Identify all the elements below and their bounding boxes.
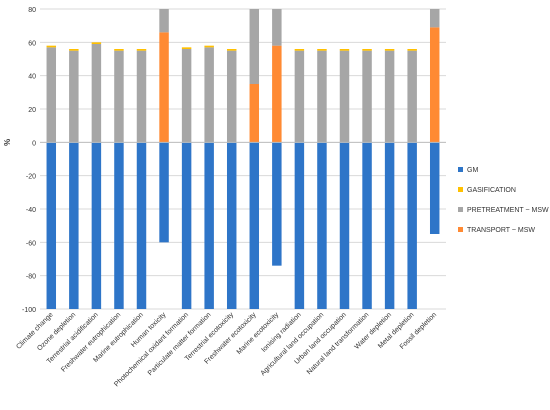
bar-gm xyxy=(294,142,305,309)
bar-pretreatment-msw xyxy=(46,47,57,143)
bar-pretreatment-msw xyxy=(272,9,282,46)
bar-gasification xyxy=(362,49,372,51)
bar-gasification xyxy=(407,49,417,51)
bar-gm xyxy=(91,142,102,309)
legend-label: PRETREATMENT ~ MSW xyxy=(467,207,549,214)
y-tick-label: 80 xyxy=(28,7,36,14)
legend: GM GASIFICATION PRETREATMENT ~ MSW TRANSPOR… xyxy=(458,167,549,234)
bar-gasification xyxy=(46,45,57,48)
bar-gasification xyxy=(91,42,102,44)
bar-gm xyxy=(46,142,57,309)
bar-gm xyxy=(181,142,192,309)
bar-pretreatment-msw xyxy=(114,50,124,143)
bar-transport-msw xyxy=(272,45,282,143)
bar-transport-msw xyxy=(429,27,440,143)
legend-swatch xyxy=(458,167,463,172)
bar-pretreatment-msw xyxy=(429,9,440,28)
bar-pretreatment-msw xyxy=(226,50,237,143)
bar-pretreatment-msw xyxy=(294,50,305,143)
bar-gasification xyxy=(204,45,214,48)
y-tick-label: 20 xyxy=(28,107,36,114)
x-tick-label: Marine ecotoxicity xyxy=(236,311,281,356)
y-tick-label: -20 xyxy=(26,174,36,181)
bar-pretreatment-msw xyxy=(407,50,417,143)
bar-gasification xyxy=(69,49,79,51)
legend-swatch xyxy=(458,187,463,192)
y-tick-label: -80 xyxy=(26,274,36,281)
legend-swatch xyxy=(458,207,463,212)
bar-gm xyxy=(407,142,417,309)
bar-pretreatment-msw xyxy=(69,50,79,143)
bar-gasification xyxy=(114,49,124,51)
bar-gasification xyxy=(294,49,305,51)
bar-pretreatment-msw xyxy=(181,49,192,143)
legend-label: GM xyxy=(467,167,478,174)
bar-gm xyxy=(317,142,327,309)
bar-gasification xyxy=(339,49,350,51)
bar-gm xyxy=(136,142,147,309)
bar-gm xyxy=(339,142,350,309)
bar-pretreatment-msw xyxy=(249,9,260,84)
bar-transport-msw xyxy=(249,84,260,143)
bar-gasification xyxy=(384,49,395,51)
bar-gm xyxy=(272,142,282,266)
bars xyxy=(46,9,440,309)
legend-label: GASIFICATION xyxy=(467,187,516,194)
bar-gm xyxy=(159,142,169,243)
bar-transport-msw xyxy=(159,32,169,143)
bar-gm xyxy=(384,142,395,309)
bar-pretreatment-msw xyxy=(159,9,169,33)
bar-gm xyxy=(69,142,79,309)
x-tick-label: Climate change xyxy=(15,311,54,350)
x-tick-label: Ionising radiation xyxy=(260,311,302,353)
bar-pretreatment-msw xyxy=(339,50,350,143)
bar-gm xyxy=(226,142,237,309)
y-tick-label: 60 xyxy=(28,40,36,47)
legend-swatch xyxy=(458,227,463,232)
bar-pretreatment-msw xyxy=(317,50,327,143)
bar-pretreatment-msw xyxy=(204,47,214,143)
legend-label: TRANSPORT ~ MSW xyxy=(467,227,535,234)
bar-gm xyxy=(249,142,260,309)
bar-gasification xyxy=(317,49,327,51)
bar-gasification xyxy=(181,47,192,49)
bar-gm xyxy=(362,142,372,309)
y-tick-label: 0 xyxy=(32,140,36,147)
bar-gm xyxy=(114,142,124,309)
bar-gm xyxy=(204,142,214,309)
y-tick-label: 40 xyxy=(28,74,36,81)
bar-pretreatment-msw xyxy=(91,44,102,143)
bar-gasification xyxy=(226,49,237,51)
y-tick-label: -40 xyxy=(26,207,36,214)
bar-pretreatment-msw xyxy=(136,50,147,143)
bar-pretreatment-msw xyxy=(362,50,372,143)
y-axis-label: % xyxy=(3,139,12,146)
bar-gm xyxy=(429,142,440,234)
y-tick-label: -100 xyxy=(22,307,36,314)
bar-gasification xyxy=(136,49,147,51)
y-tick-label: -60 xyxy=(26,240,36,247)
bar-pretreatment-msw xyxy=(384,50,395,143)
